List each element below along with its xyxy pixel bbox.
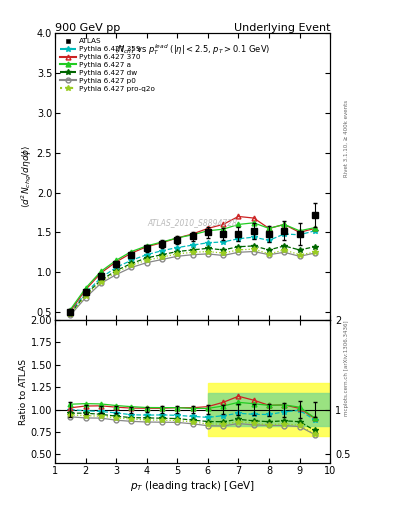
Legend: ATLAS, Pythia 6.427 359, Pythia 6.427 370, Pythia 6.427 a, Pythia 6.427 dw, Pyth: ATLAS, Pythia 6.427 359, Pythia 6.427 37… bbox=[59, 37, 156, 93]
Y-axis label: $\langle d^2 N_{chg}/d\eta d\phi \rangle$: $\langle d^2 N_{chg}/d\eta d\phi \rangle… bbox=[20, 145, 34, 208]
Text: mcplots.cern.ch [arXiv:1306.3436]: mcplots.cern.ch [arXiv:1306.3436] bbox=[344, 321, 349, 416]
Text: Rivet 3.1.10, ≥ 400k events: Rivet 3.1.10, ≥ 400k events bbox=[344, 100, 349, 177]
Bar bbox=[208, 383, 330, 437]
Text: Underlying Event: Underlying Event bbox=[233, 23, 330, 32]
Text: $\langle N_{ch}\rangle$ vs $p_T^{lead}$ ($|\eta| < 2.5$, $p_T > 0.1$ GeV): $\langle N_{ch}\rangle$ vs $p_T^{lead}$ … bbox=[114, 42, 271, 57]
X-axis label: $p_T$ (leading track) [GeV]: $p_T$ (leading track) [GeV] bbox=[130, 479, 255, 493]
Text: ATLAS_2010_S8894728: ATLAS_2010_S8894728 bbox=[147, 218, 238, 227]
Text: 900 GeV pp: 900 GeV pp bbox=[55, 23, 120, 32]
Y-axis label: Ratio to ATLAS: Ratio to ATLAS bbox=[19, 359, 28, 424]
Bar bbox=[208, 394, 330, 426]
